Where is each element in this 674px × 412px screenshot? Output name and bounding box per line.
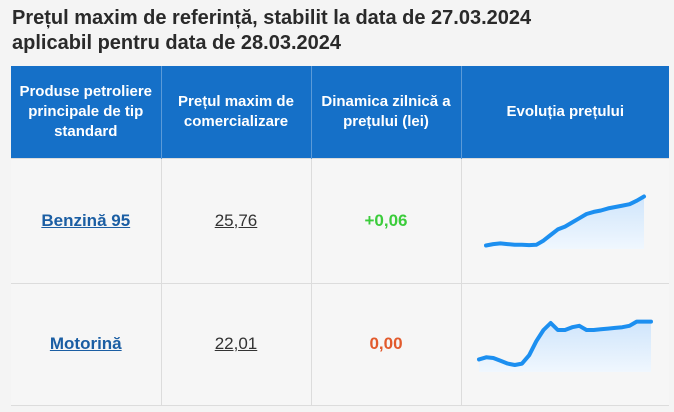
sparkline-area [479, 321, 652, 372]
product-link-motorina[interactable]: Motorină [49, 334, 122, 353]
evolution-cell [461, 283, 669, 406]
product-cell: Benzină 95 [11, 157, 162, 284]
price-sparkline [477, 319, 654, 372]
header-product: Produse petroliere principale de tip sta… [11, 66, 162, 158]
table-header-row: Produse petroliere principale de tip sta… [11, 66, 669, 158]
title-line-1: Prețul maxim de referință, stabilit la d… [12, 7, 532, 29]
price-link-benzina-95[interactable]: 25,76 [214, 210, 258, 230]
fuel-price-table: Produse petroliere principale de tip sta… [11, 66, 669, 406]
change-cell: +0,06 [311, 157, 462, 284]
table-row: Benzină 95 25,76 +0,06 [11, 157, 669, 284]
title-line-2: aplicabil pentru data de 28.03.2024 [12, 32, 342, 54]
sparkline-line [484, 194, 647, 247]
product-cell: Motorină [11, 283, 162, 406]
header-evolution: Evoluția prețului [461, 66, 669, 158]
price-sparkline [484, 194, 647, 249]
price-link-motorina[interactable]: 22,01 [214, 334, 258, 353]
header-daily-change: Dinamica zilnică a prețului (lei) [311, 66, 462, 158]
price-cell: 25,76 [161, 157, 312, 284]
price-cell: 22,01 [161, 283, 312, 406]
change-cell: 0,00 [311, 283, 462, 406]
sparkline-line [477, 319, 654, 367]
evolution-cell [461, 157, 669, 284]
product-link-benzina-95[interactable]: Benzină 95 [41, 210, 131, 230]
daily-change-value: 0,00 [369, 334, 403, 353]
daily-change-value: +0,06 [364, 210, 408, 230]
header-max-price: Prețul maxim de comercializare [161, 66, 312, 158]
table-row: Motorină 22,01 0,00 [11, 283, 669, 406]
page-title: Prețul maxim de referință, stabilit la d… [12, 6, 662, 56]
